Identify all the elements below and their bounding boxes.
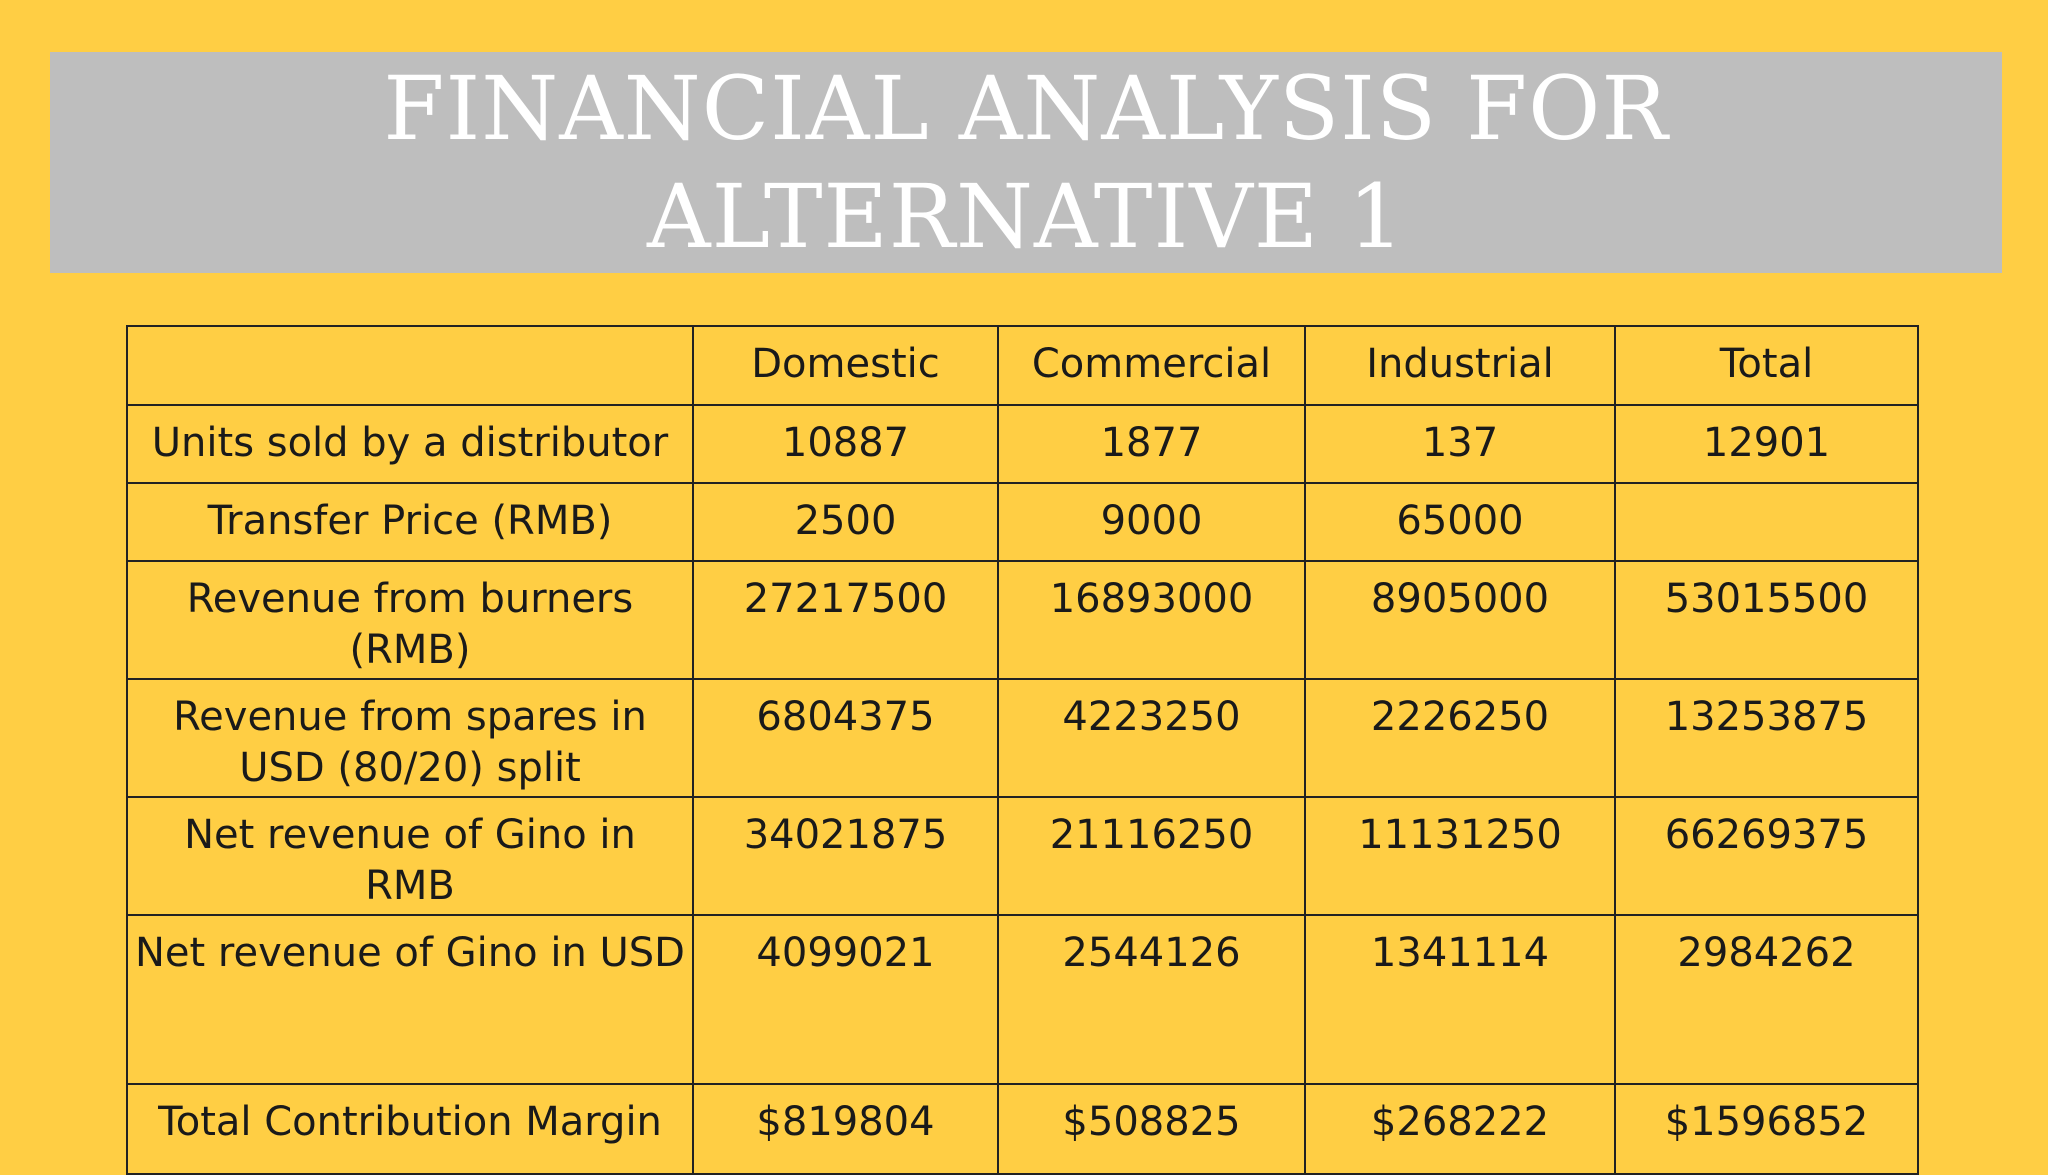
table-row: Revenue from spares in USD (80/20) split… [126, 678, 1919, 798]
table-row: Net revenue of Gino in USD 4099021 25441… [126, 914, 1919, 1085]
table-row: Units sold by a distributor 10887 1877 1… [126, 404, 1919, 484]
cell-industrial: 65000 [1304, 482, 1616, 562]
cell-industrial: 137 [1304, 404, 1616, 484]
cell-domestic: 6804375 [692, 678, 999, 798]
slide-title-line-2: ALTERNATIVE 1 [647, 164, 1405, 268]
row-label: Net revenue of Gino in USD [126, 914, 694, 1085]
cell-total: 2984262 [1614, 914, 1919, 1085]
cell-domestic: 4099021 [692, 914, 999, 1085]
cell-domestic: 27217500 [692, 560, 999, 680]
table-row: Transfer Price (RMB) 2500 9000 65000 [126, 482, 1919, 562]
table-row: Total Contribution Margin $819804 $50882… [126, 1083, 1919, 1175]
row-label: Transfer Price (RMB) [126, 482, 694, 562]
cell-industrial: 8905000 [1304, 560, 1616, 680]
cell-domestic: 2500 [692, 482, 999, 562]
cell-commercial: 2544126 [997, 914, 1306, 1085]
row-label: Revenue from spares in USD (80/20) split [126, 678, 694, 798]
cell-total: 13253875 [1614, 678, 1919, 798]
row-label: Net revenue of Gino in RMB [126, 796, 694, 916]
header-cell-blank [126, 325, 694, 406]
cell-domestic: 10887 [692, 404, 999, 484]
cell-total [1614, 482, 1919, 562]
title-band: FINANCIAL ANALYSIS FOR ALTERNATIVE 1 [50, 52, 2002, 273]
slide-title-line-1: FINANCIAL ANALYSIS FOR [383, 56, 1669, 160]
header-cell-commercial: Commercial [997, 325, 1306, 406]
cell-commercial: 9000 [997, 482, 1306, 562]
cell-commercial: 1877 [997, 404, 1306, 484]
table-row: Revenue from burners (RMB) 27217500 1689… [126, 560, 1919, 680]
cell-industrial: 11131250 [1304, 796, 1616, 916]
row-label: Total Contribution Margin [126, 1083, 694, 1175]
cell-industrial: 1341114 [1304, 914, 1616, 1085]
row-label: Units sold by a distributor [126, 404, 694, 484]
table-row: Net revenue of Gino in RMB 34021875 2111… [126, 796, 1919, 916]
cell-total: 66269375 [1614, 796, 1919, 916]
cell-industrial: 2226250 [1304, 678, 1616, 798]
header-cell-domestic: Domestic [692, 325, 999, 406]
header-cell-total: Total [1614, 325, 1919, 406]
cell-total: 12901 [1614, 404, 1919, 484]
row-label: Revenue from burners (RMB) [126, 560, 694, 680]
financial-table: Domestic Commercial Industrial Total Uni… [126, 325, 1919, 1175]
table-header-row: Domestic Commercial Industrial Total [126, 325, 1919, 406]
cell-total: $1596852 [1614, 1083, 1919, 1175]
cell-total: 53015500 [1614, 560, 1919, 680]
cell-industrial: $268222 [1304, 1083, 1616, 1175]
cell-domestic: 34021875 [692, 796, 999, 916]
cell-commercial: $508825 [997, 1083, 1306, 1175]
cell-commercial: 4223250 [997, 678, 1306, 798]
cell-commercial: 16893000 [997, 560, 1306, 680]
header-cell-industrial: Industrial [1304, 325, 1616, 406]
cell-domestic: $819804 [692, 1083, 999, 1175]
cell-commercial: 21116250 [997, 796, 1306, 916]
